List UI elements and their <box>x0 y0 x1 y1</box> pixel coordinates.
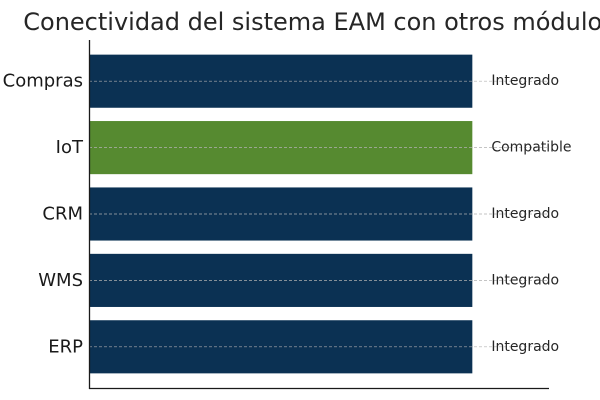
tick-label-crm: CRM <box>42 204 83 225</box>
tick-label-wms: WMS <box>38 270 83 291</box>
tick-label-iot: IoT <box>56 137 84 158</box>
value-label-erp: Integrado <box>491 339 559 355</box>
value-labels: Integrado Compatible Integrado Integrado Int… <box>491 73 571 355</box>
tick-label-erp: ERP <box>48 336 83 357</box>
value-label-iot: Compatible <box>491 140 571 156</box>
tick-label-compras: Compras <box>3 71 83 92</box>
chart-title: Conectividad del sistema EAM con otros m… <box>23 8 600 36</box>
grid-lines <box>89 80 549 348</box>
value-label-wms: Integrado <box>491 272 559 288</box>
value-label-crm: Integrado <box>491 206 559 222</box>
category-tick-labels: Compras IoT CRM WMS ERP <box>3 71 84 358</box>
value-label-compras: Integrado <box>491 73 559 89</box>
